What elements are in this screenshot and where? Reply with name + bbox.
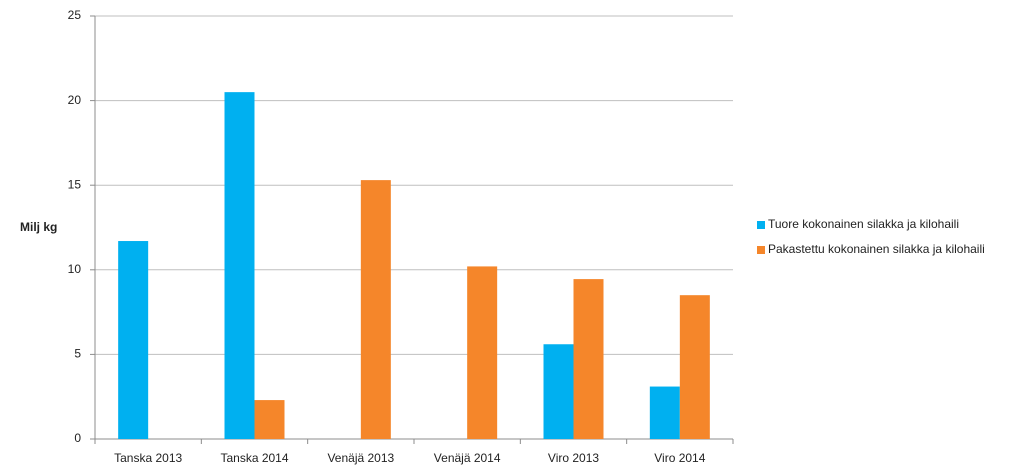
- y-tick-label: 5: [74, 347, 81, 361]
- bar: [467, 266, 498, 439]
- bar: [543, 344, 574, 439]
- y-tick-label: 20: [68, 93, 82, 107]
- x-tick-label: Tanska 2014: [220, 451, 288, 465]
- x-tick-label: Viro 2014: [654, 451, 705, 465]
- legend-swatch: [757, 246, 765, 254]
- y-tick-label: 0: [74, 431, 81, 445]
- bar: [649, 386, 680, 439]
- x-tick-label: Viro 2013: [548, 451, 599, 465]
- bar: [118, 241, 149, 439]
- y-axis-label: Milj kg: [20, 220, 57, 234]
- legend-swatch: [757, 221, 765, 229]
- x-tick-label: Venäjä 2014: [434, 451, 501, 465]
- x-tick-label: Venäjä 2013: [327, 451, 394, 465]
- bar: [254, 400, 285, 439]
- legend-label: Tuore kokonainen silakka ja kilohaili: [768, 217, 959, 231]
- bar: [573, 279, 604, 439]
- x-tick-label: Tanska 2013: [114, 451, 182, 465]
- y-tick-label: 10: [68, 262, 82, 276]
- legend-label: Pakastettu kokonainen silakka ja kilohai…: [768, 242, 985, 256]
- y-tick-label: 25: [68, 8, 82, 22]
- bar: [224, 92, 255, 439]
- bar: [679, 295, 710, 439]
- y-tick-label: 15: [68, 177, 82, 191]
- bar: [360, 180, 391, 439]
